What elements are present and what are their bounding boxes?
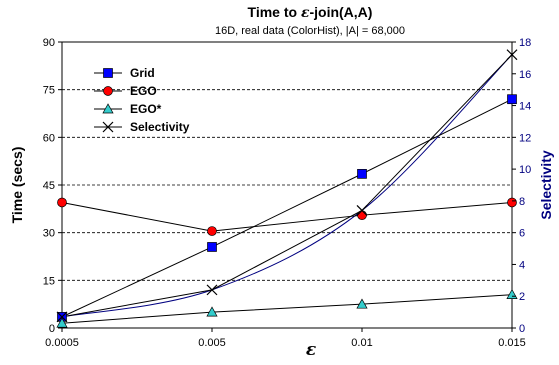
series-line-selectivity xyxy=(61,54,513,318)
data-point-ego xyxy=(507,197,517,208)
y-tick-label: 30 xyxy=(43,228,55,240)
data-point-grid xyxy=(207,242,217,252)
data-point-ego xyxy=(356,298,368,309)
gridlines xyxy=(62,89,512,281)
y2-axis-label: Selectivity xyxy=(538,150,554,219)
y2-tick-label: 4 xyxy=(519,259,525,271)
right-axis-ticks: 0 2 4 6 8 10 12 14 16 18 xyxy=(512,37,531,335)
y2-tick-label: 2 xyxy=(519,291,525,303)
y-tick-label: 75 xyxy=(43,85,55,97)
series-layer xyxy=(56,49,518,328)
x-axis-ticks: 0.0005 0.005 0.01 0.015 xyxy=(45,328,526,349)
x-axis-label: ε xyxy=(306,340,316,360)
data-point-grid xyxy=(507,94,517,105)
y-axis-label: Time (secs) xyxy=(9,147,25,224)
legend-marker xyxy=(102,121,114,133)
legend-item-selectivity: Selectivity xyxy=(94,120,190,134)
series-line-grid xyxy=(61,98,513,318)
x-tick-label: 0.01 xyxy=(351,337,372,349)
data-point-selectivity xyxy=(356,204,368,216)
legend-label: EGO* xyxy=(130,102,162,116)
y-tick-label: 0 xyxy=(49,323,55,335)
x-tick-label: 0.005 xyxy=(198,337,226,349)
data-point-ego xyxy=(56,317,68,328)
selectivity-trend-layer xyxy=(61,54,513,318)
y2-tick-label: 0 xyxy=(519,323,525,335)
chart-title-prefix: Time to xyxy=(248,4,301,20)
y-tick-label: 45 xyxy=(43,180,55,192)
y2-tick-label: 14 xyxy=(519,101,531,113)
data-point-ego xyxy=(206,306,218,317)
selectivity-trend-curve xyxy=(61,54,513,318)
y-tick-label: 60 xyxy=(43,132,55,144)
legend-item-grid: Grid xyxy=(94,66,155,80)
data-point-selectivity xyxy=(506,49,518,61)
data-point-selectivity xyxy=(56,311,68,323)
left-axis-ticks: 0 15 30 45 60 75 90 xyxy=(43,37,62,335)
legend-item-ego: EGO xyxy=(94,84,157,98)
y-tick-label: 90 xyxy=(43,37,55,49)
data-point-ego xyxy=(506,288,518,299)
legend-label: Selectivity xyxy=(130,120,190,134)
chart-title-epsilon: ε xyxy=(301,5,310,21)
x-tick-label: 0.015 xyxy=(498,337,526,349)
y-tick-label: 15 xyxy=(43,275,55,287)
y2-tick-label: 8 xyxy=(519,196,525,208)
chart-title-suffix: -join(A,A) xyxy=(309,4,372,20)
legend-item-ego: EGO* xyxy=(94,102,162,116)
legend-marker xyxy=(103,68,113,78)
legend-label: Grid xyxy=(130,66,155,80)
y2-tick-label: 6 xyxy=(519,228,525,240)
y2-tick-label: 10 xyxy=(519,164,531,176)
data-point-grid xyxy=(357,169,367,179)
data-point-selectivity xyxy=(206,284,218,296)
chart-title: Time to ε-join(A,A) xyxy=(248,4,373,21)
y2-tick-label: 16 xyxy=(519,69,531,81)
y2-tick-label: 12 xyxy=(519,132,531,144)
data-point-ego xyxy=(57,197,67,208)
chart-subtitle: 16D, real data (ColorHist), |A| = 68,000 xyxy=(215,25,405,37)
legend-label: EGO xyxy=(130,84,157,98)
legend-marker xyxy=(103,86,113,96)
data-point-ego xyxy=(357,210,367,221)
data-point-ego xyxy=(207,226,217,236)
legend: Grid EGO EGO* Selectivity xyxy=(94,66,190,134)
series-line-ego xyxy=(61,201,513,232)
legend-marker xyxy=(102,103,114,114)
y2-tick-label: 18 xyxy=(519,37,531,49)
series-line-ego xyxy=(61,294,513,324)
x-tick-label: 0.0005 xyxy=(45,337,79,349)
